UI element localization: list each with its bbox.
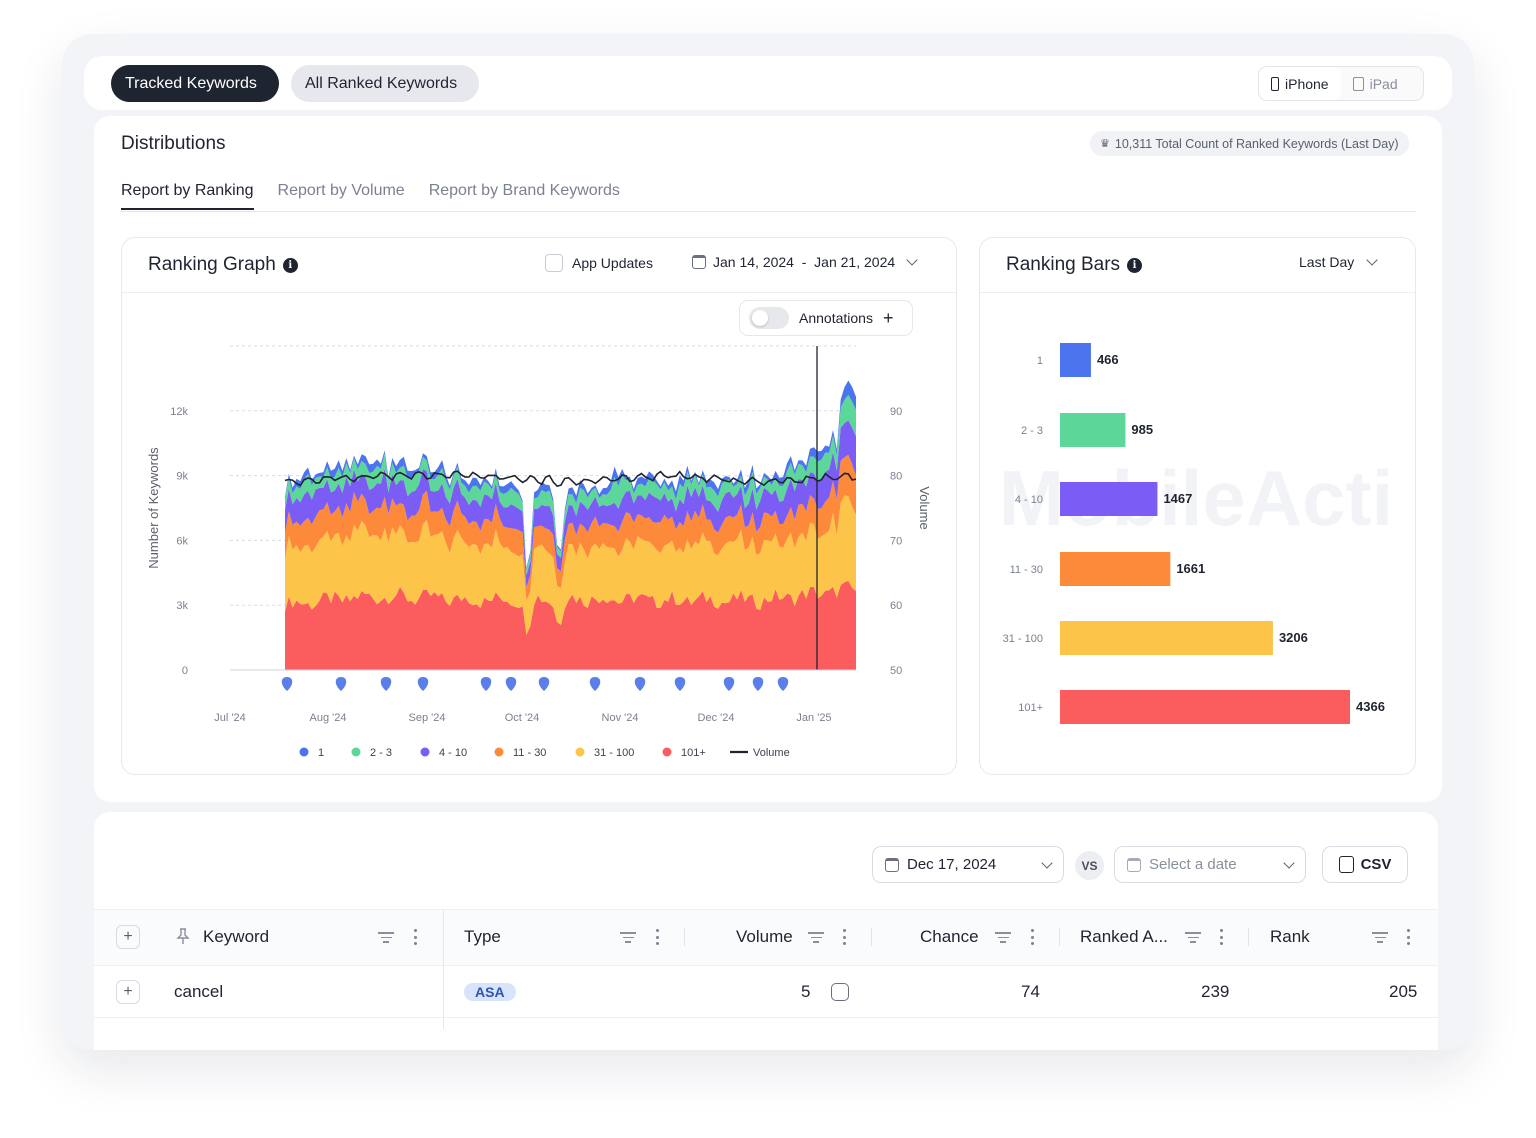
device-toggle: iPhone iPad [1258,66,1424,101]
date-select-primary-value: Dec 17, 2024 [907,856,997,873]
calendar-icon [1127,857,1141,872]
device-iphone-label: iPhone [1285,75,1329,92]
crown-icon: ♛ [1100,138,1110,150]
date-select-secondary[interactable]: Select a date [1114,846,1306,883]
device-ipad-label: iPad [1369,75,1398,92]
table-header [94,909,1438,966]
ranking-bars-card [979,237,1416,775]
checkbox-box[interactable] [545,254,563,272]
column-header-type[interactable]: Type [464,927,501,946]
column-menu-icon[interactable] [655,929,659,945]
column-menu-icon[interactable] [1406,929,1410,945]
add-column-button[interactable]: + [116,925,140,949]
column-header-rank[interactable]: Rank [1270,927,1310,946]
card-header-divider [122,292,956,293]
period-select[interactable]: Last Day [1299,254,1378,270]
column-divider [684,928,685,946]
download-icon [1338,856,1354,873]
annotations-toggle[interactable] [749,307,789,329]
filter-icon[interactable] [378,932,394,944]
card-header-divider [980,292,1415,293]
cell-volume: 5 [801,982,811,1001]
tabs-divider [121,211,1416,212]
date-select-secondary-placeholder: Select a date [1149,856,1237,873]
column-divider [871,928,872,946]
iphone-icon [1271,76,1279,91]
cell-rank: 205 [1389,982,1418,1001]
trend-chart-icon[interactable] [831,983,849,1001]
chevron-down-icon [906,254,918,266]
app-updates-checkbox[interactable]: App Updates [545,254,653,272]
chevron-down-icon [1366,254,1378,266]
ipad-icon [1352,76,1364,91]
top-bar [84,56,1452,110]
chevron-down-icon [1041,856,1053,869]
column-divider [1248,928,1249,946]
date-range-text: Jan 14, 2024 - Jan 21, 2024 [713,254,896,270]
device-iphone[interactable]: iPhone [1259,67,1341,100]
ranking-graph-title: Ranking Graph i [148,254,298,276]
column-menu-icon[interactable] [842,929,846,945]
csv-label: CSV [1360,856,1392,873]
type-badge: ASA [464,983,516,1001]
filter-icon[interactable] [1185,932,1201,944]
cell-ranked-a: 239 [1201,982,1230,1001]
tab-report-by-brand-keywords[interactable]: Report by Brand Keywords [428,182,620,199]
ranking-bars-title-text: Ranking Bars [1006,254,1121,275]
ranking-bars-title: Ranking Bars i [1006,254,1143,276]
total-count-text: 10,311 Total Count of Ranked Keywords (L… [1114,136,1399,151]
filter-icon[interactable] [995,932,1011,944]
distributions-title: Distributions [121,133,226,154]
column-header-volume[interactable]: Volume [736,927,793,946]
column-header-chance[interactable]: Chance [920,927,979,946]
column-menu-icon[interactable] [1219,929,1223,945]
calendar-icon [885,857,899,872]
filter-icon[interactable] [808,932,824,944]
table-row[interactable] [94,967,1438,1018]
pin-icon[interactable] [176,928,190,945]
column-menu-icon[interactable] [1030,929,1034,945]
column-header-keyword[interactable]: Keyword [203,927,270,946]
vs-badge: VS [1075,851,1104,880]
tab-report-by-volume[interactable]: Report by Volume [277,182,405,199]
column-divider [1059,928,1060,946]
device-ipad[interactable]: iPad [1341,67,1410,100]
tab-all-ranked-keywords[interactable]: All Ranked Keywords [291,65,479,102]
info-icon[interactable]: i [282,257,298,273]
date-range-picker[interactable]: Jan 14, 2024 - Jan 21, 2024 [692,254,918,270]
plus-icon[interactable]: + [882,307,894,328]
tab-report-by-ranking[interactable]: Report by Ranking [121,182,254,210]
chevron-down-icon [1283,856,1295,869]
total-count-badge: ♛ 10,311 Total Count of Ranked Keywords … [1090,131,1409,156]
tab-tracked-keywords[interactable]: Tracked Keywords [111,65,279,102]
period-select-value: Last Day [1299,254,1355,270]
column-divider [443,909,444,1029]
ranking-graph-title-text: Ranking Graph [148,254,276,275]
calendar-icon [692,255,706,269]
column-header-ranked-a[interactable]: Ranked A... [1080,927,1168,946]
info-icon[interactable]: i [1127,257,1143,273]
expand-row-button[interactable]: + [116,980,140,1004]
date-select-primary[interactable]: Dec 17, 2024 [872,846,1064,883]
cell-keyword: cancel [174,982,224,1001]
app-updates-label: App Updates [572,255,653,271]
cell-chance: 74 [1021,982,1040,1001]
column-menu-icon[interactable] [413,929,417,945]
annotations-control: Annotations + [739,300,913,336]
filter-icon[interactable] [620,932,636,944]
annotations-label: Annotations [799,310,873,326]
filter-icon[interactable] [1372,932,1388,944]
csv-export-button[interactable]: CSV [1322,846,1408,883]
report-tabs: Report by Ranking Report by Volume Repor… [121,182,620,210]
